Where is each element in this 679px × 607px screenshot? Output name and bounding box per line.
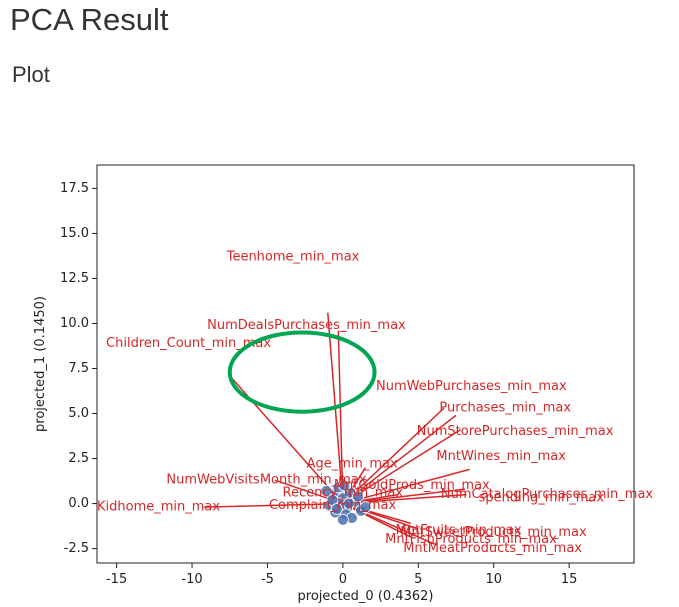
- y-tick-label: 12.5: [60, 271, 89, 286]
- x-tick-label: 0: [339, 572, 347, 587]
- loading-label: Children_Count_min_max: [106, 336, 271, 351]
- section-title: Plot: [12, 62, 50, 87]
- annotations: [227, 330, 377, 414]
- loading-label: Teenhome_min_max: [226, 249, 360, 264]
- x-tick-label: -15: [106, 572, 127, 587]
- x-axis-ticks: -15 -10 -5 0 5 10 15: [106, 563, 577, 587]
- loading-label: Kidhome_min_max: [97, 500, 220, 515]
- x-axis-label: projected_0 (0.4362): [298, 589, 434, 604]
- loading-label: MntFishProducts_min_max: [385, 532, 557, 547]
- y-tick-label: 10.0: [60, 316, 89, 331]
- projected-points: [320, 479, 372, 526]
- loading-label: NumStorePurchases_min_max: [417, 424, 614, 439]
- loading-label: Complain_min_max: [269, 498, 397, 513]
- loading-labels: Teenhome_min_max NumDealsPurchases_min_ma…: [97, 249, 653, 556]
- data-point: [352, 490, 364, 503]
- loading-label: NumDealsPurchases_min_max: [207, 318, 406, 333]
- y-tick-label: 0.0: [68, 496, 89, 511]
- loading-label: Age_min_max: [307, 456, 398, 471]
- y-axis-ticks: -2.5 0.0 2.5 5.0 7.5 10.0 12.5 15.0 17.5: [60, 181, 97, 556]
- loading-label: Recency_min_max: [283, 485, 404, 500]
- x-tick-label: 5: [414, 572, 422, 587]
- loading-vectors: [204, 312, 470, 546]
- y-tick-label: 5.0: [68, 406, 89, 421]
- highlight-ellipse: [227, 330, 377, 414]
- loading-label: spending_min_max: [479, 491, 605, 506]
- y-tick-label: 17.5: [60, 181, 89, 196]
- loading-label: MntMeatProducts_min_max: [403, 541, 582, 556]
- loading-vector: [342, 488, 466, 505]
- x-tick-label: 10: [485, 572, 502, 587]
- loading-label: Purchases_min_max: [439, 401, 571, 416]
- loading-vector: [337, 330, 344, 504]
- data-point: [320, 485, 333, 497]
- loading-vector: [342, 502, 419, 530]
- data-point: [338, 479, 351, 492]
- loading-label: NumCatalogPurchases_min_max: [441, 487, 654, 502]
- loading-label: NumWebVisitsMonth_min_max: [166, 473, 366, 488]
- y-tick-label: 7.5: [68, 361, 89, 376]
- y-tick-label: 15.0: [60, 226, 89, 241]
- loading-label: MntSweetProducts_min_max: [400, 525, 587, 540]
- loading-label: MntGoldProds_min_max: [334, 478, 490, 493]
- plot-frame: [96, 164, 635, 564]
- loading-vector: [342, 468, 470, 505]
- data-point: [359, 501, 372, 514]
- y-tick-label: 2.5: [68, 451, 89, 466]
- x-tick-label: -5: [261, 572, 274, 587]
- data-point: [330, 503, 343, 515]
- y-axis-label: projected_1 (0.1450): [33, 296, 48, 432]
- loading-label: MntFruits_min_max: [396, 523, 522, 538]
- loading-vector: [204, 502, 343, 508]
- loading-vector: [342, 407, 445, 505]
- x-tick-label: -10: [181, 572, 202, 587]
- loading-vector: [342, 429, 461, 505]
- loading-label: MntWines_min_max: [436, 449, 566, 464]
- x-tick-label: 15: [561, 572, 578, 587]
- y-tick-label: -2.5: [64, 541, 89, 556]
- page-title: PCA Result: [10, 2, 169, 37]
- data-point: [336, 513, 349, 526]
- loading-vector: [342, 414, 457, 505]
- loading-label: NumWebPurchases_min_max: [376, 379, 567, 394]
- data-point: [343, 497, 355, 510]
